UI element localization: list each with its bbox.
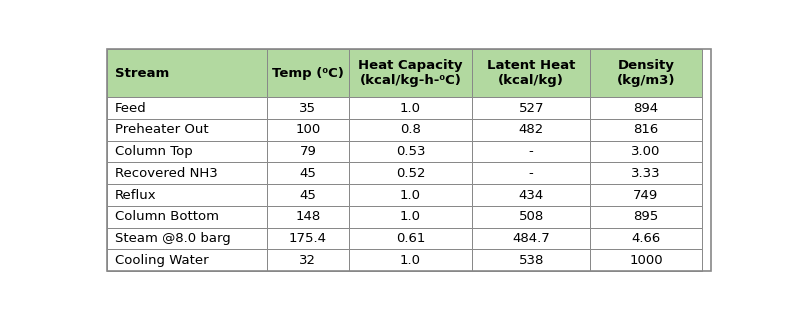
Bar <box>472 250 590 271</box>
Bar <box>107 119 267 141</box>
Text: 32: 32 <box>299 254 316 267</box>
Text: 45: 45 <box>299 188 316 202</box>
Bar <box>472 97 590 119</box>
Bar <box>267 119 349 141</box>
Text: 0.61: 0.61 <box>396 232 425 245</box>
Bar <box>590 141 701 163</box>
Text: 1.0: 1.0 <box>400 254 421 267</box>
Text: Latent Heat
(kcal/kg): Latent Heat (kcal/kg) <box>487 59 575 87</box>
Bar <box>107 97 267 119</box>
Bar <box>107 250 267 271</box>
Bar <box>267 141 349 163</box>
Bar <box>590 97 701 119</box>
Bar <box>267 184 349 206</box>
Bar <box>107 184 267 206</box>
Bar <box>472 228 590 250</box>
Text: Reflux: Reflux <box>115 188 157 202</box>
Text: Steam @8.0 barg: Steam @8.0 barg <box>115 232 231 245</box>
Text: 148: 148 <box>295 210 321 223</box>
Text: 484.7: 484.7 <box>512 232 550 245</box>
Bar <box>267 50 349 97</box>
Text: Density
(kg/m3): Density (kg/m3) <box>617 59 675 87</box>
Text: 816: 816 <box>634 123 658 136</box>
Text: 1.0: 1.0 <box>400 210 421 223</box>
Text: 0.52: 0.52 <box>396 167 425 180</box>
Bar <box>349 141 472 163</box>
Text: 1.0: 1.0 <box>400 101 421 115</box>
Bar <box>107 228 267 250</box>
Bar <box>349 206 472 228</box>
Text: 175.4: 175.4 <box>289 232 327 245</box>
Bar <box>107 50 267 97</box>
Text: 100: 100 <box>295 123 321 136</box>
Bar <box>267 228 349 250</box>
Bar <box>590 163 701 184</box>
Bar <box>472 50 590 97</box>
Bar <box>349 250 472 271</box>
Bar <box>472 184 590 206</box>
Text: Recovered NH3: Recovered NH3 <box>115 167 218 180</box>
Bar <box>107 163 267 184</box>
Bar <box>349 184 472 206</box>
Bar <box>349 119 472 141</box>
Text: 1000: 1000 <box>629 254 662 267</box>
Bar <box>590 228 701 250</box>
Text: Column Bottom: Column Bottom <box>115 210 219 223</box>
Text: 35: 35 <box>299 101 316 115</box>
Text: Temp (⁰C): Temp (⁰C) <box>272 67 344 80</box>
Text: -: - <box>529 145 534 158</box>
Bar <box>590 119 701 141</box>
Bar <box>349 228 472 250</box>
Bar <box>472 163 590 184</box>
Bar <box>267 206 349 228</box>
Text: 434: 434 <box>519 188 543 202</box>
Bar <box>107 50 711 271</box>
Text: Heat Capacity
(kcal/kg-h-⁰C): Heat Capacity (kcal/kg-h-⁰C) <box>358 59 463 87</box>
Bar <box>349 163 472 184</box>
Bar <box>349 97 472 119</box>
Bar <box>267 250 349 271</box>
Text: 79: 79 <box>299 145 316 158</box>
Bar <box>267 97 349 119</box>
Text: 895: 895 <box>634 210 658 223</box>
Bar <box>107 206 267 228</box>
Bar <box>107 141 267 163</box>
Text: Cooling Water: Cooling Water <box>115 254 209 267</box>
Text: 1.0: 1.0 <box>400 188 421 202</box>
Bar <box>590 184 701 206</box>
Text: Preheater Out: Preheater Out <box>115 123 209 136</box>
Text: 508: 508 <box>519 210 543 223</box>
Text: 749: 749 <box>634 188 658 202</box>
Text: -: - <box>529 167 534 180</box>
Bar <box>590 250 701 271</box>
Text: Feed: Feed <box>115 101 147 115</box>
Text: 894: 894 <box>634 101 658 115</box>
Bar <box>267 163 349 184</box>
Bar <box>590 50 701 97</box>
Text: 4.66: 4.66 <box>631 232 661 245</box>
Bar <box>472 119 590 141</box>
Text: 482: 482 <box>519 123 543 136</box>
Text: 527: 527 <box>519 101 544 115</box>
Text: 0.53: 0.53 <box>396 145 425 158</box>
Text: 45: 45 <box>299 167 316 180</box>
Bar <box>590 206 701 228</box>
Bar <box>472 141 590 163</box>
Text: 3.33: 3.33 <box>631 167 661 180</box>
Text: 0.8: 0.8 <box>400 123 421 136</box>
Text: Column Top: Column Top <box>115 145 193 158</box>
Bar <box>349 50 472 97</box>
Text: 538: 538 <box>519 254 544 267</box>
Text: Stream: Stream <box>115 67 169 80</box>
Text: 3.00: 3.00 <box>631 145 661 158</box>
Bar <box>472 206 590 228</box>
